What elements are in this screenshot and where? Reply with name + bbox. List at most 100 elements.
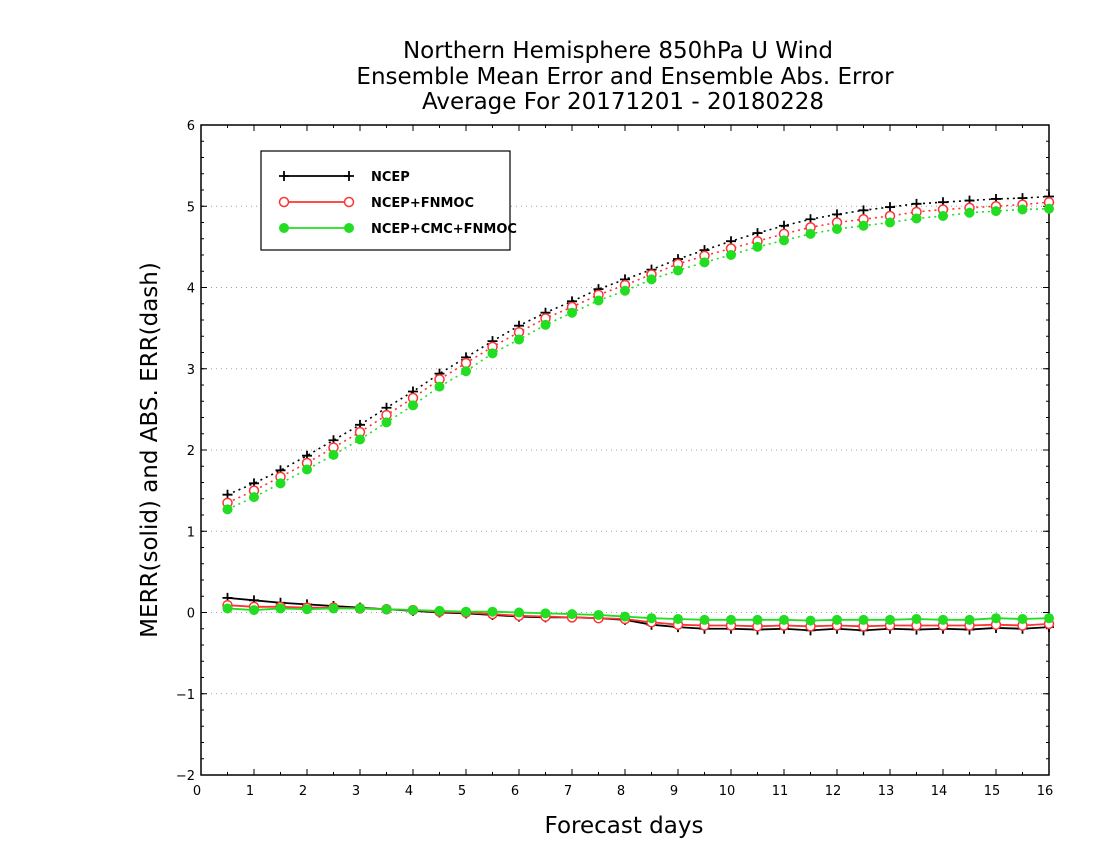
y-tick-label: 4 <box>187 282 195 297</box>
y-axis-label: MERR(solid) and ABS. ERR(dash) <box>137 262 163 638</box>
abs-error-point <box>991 206 1001 217</box>
mean-error-point <box>302 604 312 615</box>
legend-item: NCEP+CMC+FNMOC <box>279 222 517 237</box>
mean-error-point <box>514 607 524 618</box>
mean-error-line <box>227 607 1050 622</box>
mean-error-point <box>222 603 233 614</box>
x-tick-label: 13 <box>878 784 895 799</box>
abs-error-point <box>964 207 975 218</box>
abs-error-point <box>328 449 339 460</box>
mean-error-point <box>779 614 789 625</box>
legend-item: NCEP <box>279 170 410 185</box>
y-tick-label: 1 <box>187 525 195 540</box>
mean-error-point <box>249 605 259 616</box>
abs-error-point <box>1017 204 1028 215</box>
abs-error-point <box>726 250 736 260</box>
x-tick-label: 0 <box>193 784 201 799</box>
abs-error-point <box>673 265 683 276</box>
abs-error-point <box>1044 203 1054 214</box>
abs-error-point <box>885 202 895 213</box>
abs-error-point <box>408 400 418 411</box>
abs-error-point <box>858 205 869 216</box>
mean-error-point <box>408 605 418 616</box>
legend-box <box>260 150 511 251</box>
abs-error-point <box>381 417 392 428</box>
x-tick-label: 3 <box>352 784 360 799</box>
mean-error-point <box>938 614 948 625</box>
legend-label: NCEP+CMC+FNMOC <box>371 222 517 237</box>
mean-error-point <box>355 603 365 614</box>
mean-error-point <box>275 603 286 614</box>
abs-error-point <box>752 241 763 252</box>
mean-error-point <box>832 614 842 625</box>
legend-marker <box>343 196 355 208</box>
legend-marker <box>344 223 354 233</box>
legend-marker <box>344 171 354 181</box>
y-tick-label: 3 <box>187 363 195 378</box>
mean-error-point <box>726 614 736 625</box>
x-tick-label: 8 <box>617 784 625 799</box>
abs-error-point <box>805 228 816 239</box>
title-line-2: Ensemble Mean Error and Ensemble Abs. Er… <box>356 64 894 90</box>
abs-error-line <box>227 207 1050 511</box>
legend-marker <box>278 196 290 208</box>
title-line-1: Northern Hemisphere 850hPa U Wind <box>403 38 833 64</box>
abs-error-point <box>620 285 630 296</box>
series-ncep-cmc-fnmoc <box>222 203 1054 626</box>
abs-error-point <box>434 381 445 392</box>
abs-error-point <box>832 224 842 234</box>
x-tick-label: 4 <box>405 784 413 799</box>
x-tick-label: 15 <box>984 784 1001 799</box>
abs-error-point <box>567 307 577 318</box>
mean-error-point <box>1017 614 1028 624</box>
mean-error-point <box>991 613 1001 624</box>
abs-error-point <box>938 211 948 221</box>
series-lines <box>222 191 1055 636</box>
mean-error-point <box>885 614 895 625</box>
abs-error-point <box>355 434 365 445</box>
mean-error-point <box>699 614 710 625</box>
legend-item: NCEP+FNMOC <box>278 196 474 211</box>
legend-label: NCEP <box>371 170 410 185</box>
mean-error-point <box>673 614 683 624</box>
x-tick-label: 5 <box>458 784 466 799</box>
chart-title: Northern Hemisphere 850hPa U Wind Ensemb… <box>356 38 894 115</box>
y-tick-label: 5 <box>187 200 195 215</box>
mean-error-point <box>1044 613 1054 624</box>
x-tick-label: 10 <box>719 784 736 799</box>
x-tick-label: 12 <box>825 784 842 799</box>
mean-error-point <box>328 603 339 614</box>
mean-error-point <box>381 604 392 615</box>
mean-error-point <box>593 609 604 620</box>
mean-error-point <box>487 606 498 617</box>
mean-error-point <box>646 613 657 624</box>
legend-marker <box>279 171 289 181</box>
mean-error-point <box>567 609 577 620</box>
abs-error-point <box>779 235 789 246</box>
abs-error-point <box>885 217 895 228</box>
mean-error-point <box>964 614 975 625</box>
abs-error-point <box>302 464 312 475</box>
abs-error-point <box>699 257 710 268</box>
abs-error-point <box>646 274 657 285</box>
y-tick-label: 2 <box>187 444 195 459</box>
y-tick-label: 6 <box>187 119 195 134</box>
abs-error-point <box>540 319 551 330</box>
series-ncep-fnmoc <box>222 196 1055 632</box>
legend-marker <box>279 223 289 233</box>
mean-error-point <box>805 615 816 626</box>
y-tick-label: −2 <box>176 769 195 784</box>
y-tick-label: 0 <box>187 607 195 622</box>
abs-error-point <box>593 295 604 306</box>
mean-error-point <box>858 614 869 625</box>
abs-error-point <box>487 348 498 359</box>
mean-error-point <box>620 611 630 622</box>
x-tick-label: 16 <box>1037 784 1054 799</box>
abs-error-point <box>249 492 259 503</box>
mean-error-point <box>911 614 922 624</box>
mean-error-point <box>461 606 471 617</box>
x-tick-label: 2 <box>299 784 307 799</box>
abs-error-point <box>461 366 471 377</box>
abs-error-point <box>911 213 922 224</box>
